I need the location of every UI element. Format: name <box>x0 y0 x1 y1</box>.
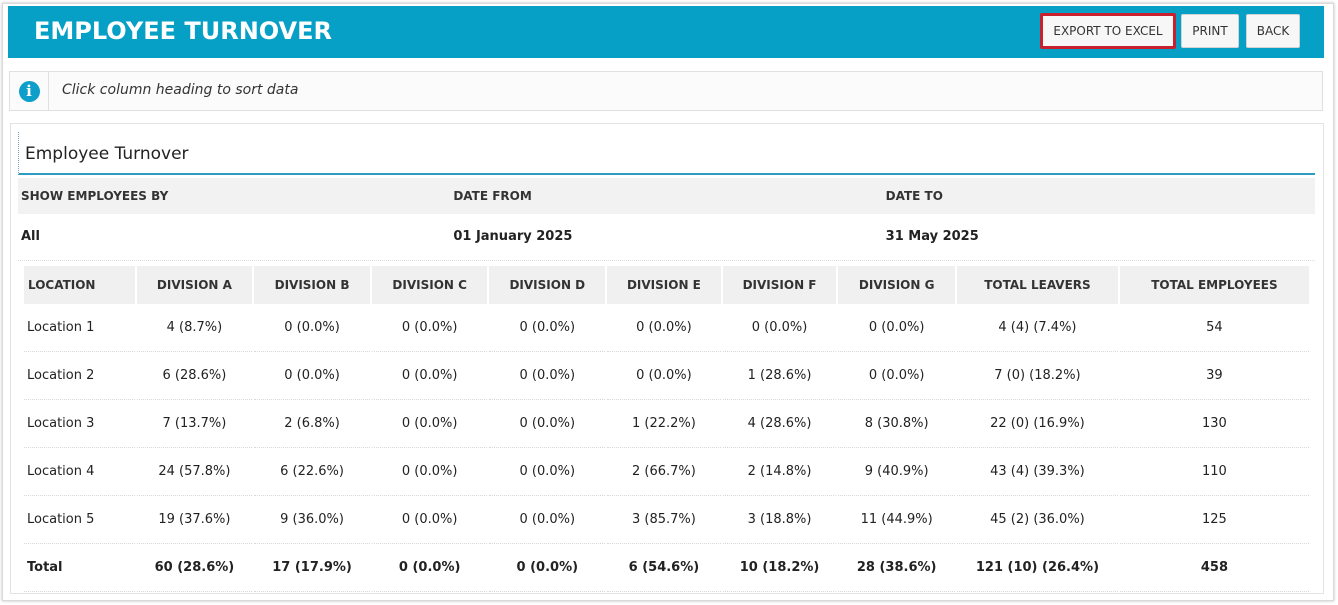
date-to-label: DATE TO <box>885 189 943 203</box>
table-cell: 0 (0.0%) <box>489 448 606 496</box>
table-cell: 4 (4) (7.4%) <box>957 304 1118 352</box>
table-cell: Total <box>24 544 135 592</box>
print-button[interactable]: PRINT <box>1181 14 1239 48</box>
table-row: Location 5 19 (37.6%) 9 (36.0%) 0 (0.0%)… <box>24 496 1309 544</box>
table-cell: 24 (57.8%) <box>136 448 253 496</box>
table-cell: 0 (0.0%) <box>489 352 606 400</box>
date-from-label: DATE FROM <box>453 189 532 203</box>
table-cell: 39 <box>1119 352 1309 400</box>
table-cell: 9 (36.0%) <box>254 496 370 544</box>
column-header-division-b[interactable]: DIVISION B <box>254 266 370 304</box>
table-cell: Location 3 <box>24 400 135 448</box>
table-cell: 3 (18.8%) <box>722 496 837 544</box>
table-cell: 0 (0.0%) <box>838 304 955 352</box>
export-to-excel-button[interactable]: EXPORT TO EXCEL <box>1040 13 1176 49</box>
table-cell: 1 (28.6%) <box>722 352 837 400</box>
table-cell: 10 (18.2%) <box>722 544 837 592</box>
info-icon: i <box>18 80 40 102</box>
panel-heading: Employee Turnover <box>18 132 1315 175</box>
table-row: Location 2 6 (28.6%) 0 (0.0%) 0 (0.0%) 0… <box>24 352 1309 400</box>
table-cell: 0 (0.0%) <box>838 352 955 400</box>
table-cell: 2 (66.7%) <box>607 448 721 496</box>
table-row: Location 4 24 (57.8%) 6 (22.6%) 0 (0.0%)… <box>24 448 1309 496</box>
table-cell: 45 (2) (36.0%) <box>957 496 1118 544</box>
table-cell: 9 (40.9%) <box>838 448 955 496</box>
table-cell: 0 (0.0%) <box>489 400 606 448</box>
table-cell: 0 (0.0%) <box>371 352 488 400</box>
info-text: Click column heading to sort data <box>62 82 299 98</box>
column-header-division-g[interactable]: DIVISION G <box>838 266 955 304</box>
column-header-division-c[interactable]: DIVISION C <box>371 266 488 304</box>
table-cell: 110 <box>1119 448 1309 496</box>
show-by-value: All <box>21 229 40 244</box>
table-cell: 4 (8.7%) <box>136 304 253 352</box>
table-cell: 0 (0.0%) <box>371 448 488 496</box>
filter-value-row: All 01 January 2025 31 May 2025 <box>18 214 1315 261</box>
table-cell: 0 (0.0%) <box>371 400 488 448</box>
table-total-row: Total 60 (28.6%) 17 (17.9%) 0 (0.0%) 0 (… <box>24 544 1309 592</box>
column-header-division-f[interactable]: DIVISION F <box>722 266 837 304</box>
column-header-division-a[interactable]: DIVISION A <box>136 266 253 304</box>
table-cell: 8 (30.8%) <box>838 400 955 448</box>
table-cell: 0 (0.0%) <box>371 496 488 544</box>
panel-title: Employee Turnover <box>25 144 189 164</box>
date-from-value: 01 January 2025 <box>453 229 573 244</box>
table-cell: 0 (0.0%) <box>722 304 837 352</box>
page-header: EMPLOYEE TURNOVER EXPORT TO EXCEL PRINT … <box>8 6 1324 58</box>
table-cell: 43 (4) (39.3%) <box>957 448 1118 496</box>
table-cell: Location 5 <box>24 496 135 544</box>
table-cell: 0 (0.0%) <box>489 544 606 592</box>
info-icon-container: i <box>10 72 49 110</box>
table-cell: 3 (85.7%) <box>607 496 721 544</box>
table-cell: 6 (22.6%) <box>254 448 370 496</box>
table-cell: 2 (6.8%) <box>254 400 370 448</box>
table-cell: 7 (13.7%) <box>136 400 253 448</box>
date-to-value: 31 May 2025 <box>885 229 979 244</box>
back-button[interactable]: BACK <box>1246 14 1300 48</box>
table-cell: 2 (14.8%) <box>722 448 837 496</box>
table-cell: 28 (38.6%) <box>838 544 955 592</box>
table-cell: 0 (0.0%) <box>371 544 488 592</box>
table-cell: 121 (10) (26.4%) <box>957 544 1118 592</box>
turnover-table: LOCATION DIVISION A DIVISION B DIVISION … <box>22 266 1311 592</box>
table-cell: Location 2 <box>24 352 135 400</box>
table-cell: 0 (0.0%) <box>607 352 721 400</box>
table-cell: 54 <box>1119 304 1309 352</box>
table-cell: 0 (0.0%) <box>489 496 606 544</box>
table-cell: 0 (0.0%) <box>489 304 606 352</box>
info-bar: i Click column heading to sort data <box>9 71 1323 111</box>
table-header-row: LOCATION DIVISION A DIVISION B DIVISION … <box>24 266 1309 304</box>
column-header-total-leavers[interactable]: TOTAL LEAVERS <box>957 266 1118 304</box>
table-cell: 0 (0.0%) <box>254 304 370 352</box>
table-cell: 17 (17.9%) <box>254 544 370 592</box>
column-header-division-e[interactable]: DIVISION E <box>607 266 721 304</box>
table-cell: 458 <box>1119 544 1309 592</box>
table-cell: Location 1 <box>24 304 135 352</box>
table-cell: 130 <box>1119 400 1309 448</box>
table-cell: 4 (28.6%) <box>722 400 837 448</box>
table-cell: 22 (0) (16.9%) <box>957 400 1118 448</box>
table-cell: 1 (22.2%) <box>607 400 721 448</box>
table-cell: Location 4 <box>24 448 135 496</box>
table-cell: 19 (37.6%) <box>136 496 253 544</box>
report-filters: SHOW EMPLOYEES BY DATE FROM DATE TO All … <box>18 178 1315 261</box>
table-cell: 6 (54.6%) <box>607 544 721 592</box>
table-cell: 60 (28.6%) <box>136 544 253 592</box>
table-row: Location 1 4 (8.7%) 0 (0.0%) 0 (0.0%) 0 … <box>24 304 1309 352</box>
table-cell: 125 <box>1119 496 1309 544</box>
column-header-total-employees[interactable]: TOTAL EMPLOYEES <box>1119 266 1309 304</box>
table-cell: 0 (0.0%) <box>371 304 488 352</box>
table-row: Location 3 7 (13.7%) 2 (6.8%) 0 (0.0%) 0… <box>24 400 1309 448</box>
report-panel: Employee Turnover SHOW EMPLOYEES BY DATE… <box>10 123 1324 594</box>
table-cell: 7 (0) (18.2%) <box>957 352 1118 400</box>
table-cell: 0 (0.0%) <box>607 304 721 352</box>
table-cell: 6 (28.6%) <box>136 352 253 400</box>
column-header-division-d[interactable]: DIVISION D <box>489 266 606 304</box>
page-title: EMPLOYEE TURNOVER <box>34 17 333 45</box>
column-header-location[interactable]: LOCATION <box>24 266 135 304</box>
filter-header-row: SHOW EMPLOYEES BY DATE FROM DATE TO <box>18 178 1315 214</box>
table-cell: 11 (44.9%) <box>838 496 955 544</box>
table-cell: 0 (0.0%) <box>254 352 370 400</box>
show-by-label: SHOW EMPLOYEES BY <box>21 189 169 203</box>
